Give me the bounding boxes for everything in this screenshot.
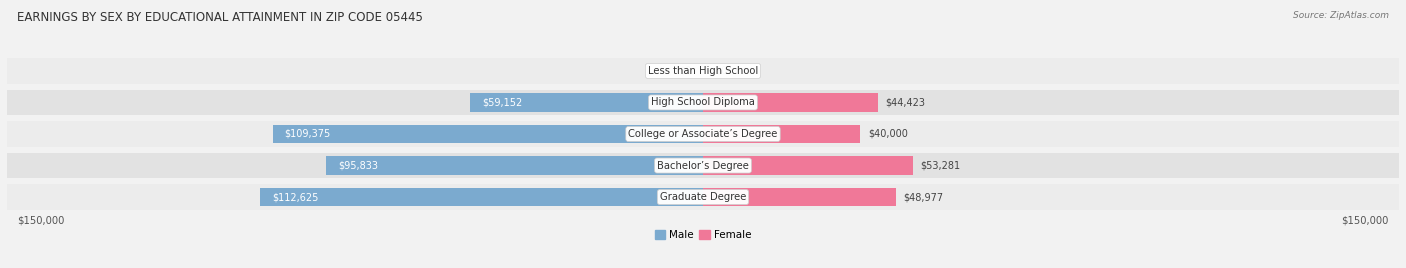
Text: $53,281: $53,281 <box>921 161 960 170</box>
Text: $95,833: $95,833 <box>337 161 378 170</box>
Text: EARNINGS BY SEX BY EDUCATIONAL ATTAINMENT IN ZIP CODE 05445: EARNINGS BY SEX BY EDUCATIONAL ATTAINMEN… <box>17 11 423 24</box>
Text: $44,423: $44,423 <box>886 98 925 107</box>
Bar <box>7 121 1399 147</box>
Bar <box>703 157 912 175</box>
Bar <box>7 184 1399 210</box>
Bar <box>273 125 703 143</box>
Text: Source: ZipAtlas.com: Source: ZipAtlas.com <box>1294 11 1389 20</box>
Bar <box>326 157 703 175</box>
Legend: Male, Female: Male, Female <box>651 226 755 245</box>
Text: $40,000: $40,000 <box>868 129 908 139</box>
Text: $150,000: $150,000 <box>17 215 65 225</box>
Text: $0: $0 <box>679 66 692 76</box>
Bar <box>703 93 877 111</box>
Text: $150,000: $150,000 <box>1341 215 1389 225</box>
Text: $48,977: $48,977 <box>904 192 943 202</box>
Bar <box>7 58 1399 84</box>
Text: $0: $0 <box>714 66 727 76</box>
Bar <box>471 93 703 111</box>
Text: $59,152: $59,152 <box>482 98 523 107</box>
Bar <box>7 90 1399 116</box>
Text: College or Associate’s Degree: College or Associate’s Degree <box>628 129 778 139</box>
Text: $112,625: $112,625 <box>271 192 318 202</box>
Text: Less than High School: Less than High School <box>648 66 758 76</box>
Bar <box>703 188 896 206</box>
Text: $109,375: $109,375 <box>285 129 330 139</box>
Bar <box>260 188 703 206</box>
Text: Graduate Degree: Graduate Degree <box>659 192 747 202</box>
Text: Bachelor’s Degree: Bachelor’s Degree <box>657 161 749 170</box>
Bar <box>7 152 1399 178</box>
Text: High School Diploma: High School Diploma <box>651 98 755 107</box>
Bar <box>703 125 860 143</box>
